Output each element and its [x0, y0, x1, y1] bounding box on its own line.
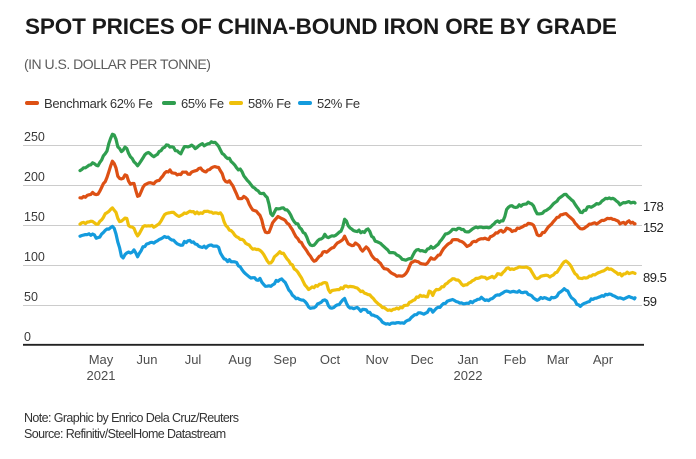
svg-text:100: 100 [24, 250, 45, 264]
svg-text:Jul: Jul [185, 352, 202, 367]
svg-text:Jun: Jun [137, 352, 158, 367]
svg-text:250: 250 [24, 130, 45, 144]
svg-text:2022: 2022 [454, 368, 483, 383]
svg-text:150: 150 [24, 210, 45, 224]
svg-text:Dec: Dec [410, 352, 434, 367]
svg-text:Apr: Apr [593, 352, 614, 367]
svg-text:50: 50 [24, 290, 38, 304]
svg-text:May: May [89, 352, 114, 367]
svg-text:2021: 2021 [87, 368, 116, 383]
svg-text:Jan: Jan [458, 352, 479, 367]
svg-text:200: 200 [24, 170, 45, 184]
svg-text:89.5: 89.5 [643, 270, 667, 285]
svg-text:152: 152 [643, 220, 663, 235]
svg-text:0: 0 [24, 330, 31, 344]
svg-text:Feb: Feb [504, 352, 526, 367]
svg-text:Aug: Aug [228, 352, 251, 367]
svg-text:178: 178 [643, 199, 663, 214]
svg-text:Mar: Mar [547, 352, 570, 367]
svg-text:59: 59 [643, 294, 657, 309]
svg-text:Sep: Sep [273, 352, 296, 367]
svg-text:Oct: Oct [320, 352, 341, 367]
svg-text:Nov: Nov [365, 352, 389, 367]
